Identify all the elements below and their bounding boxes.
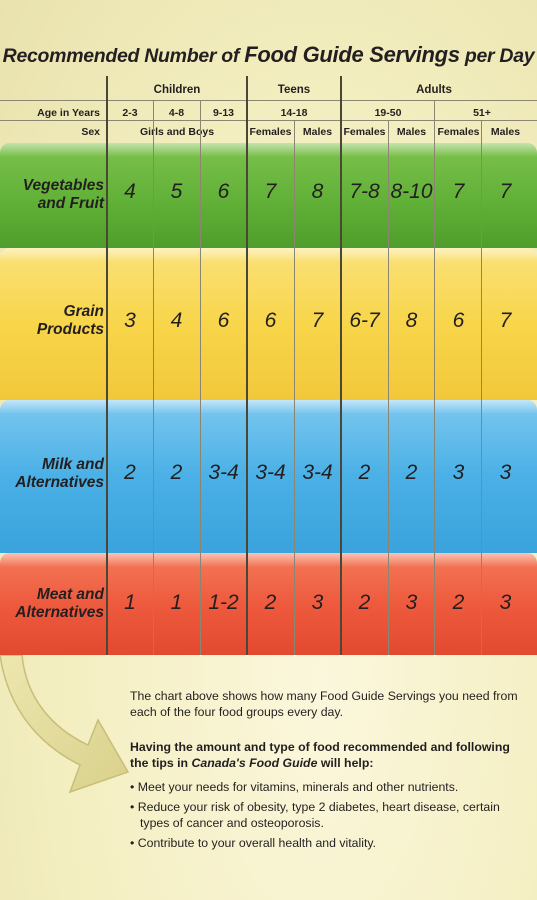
serving-value: 7-8 (349, 180, 380, 203)
group-teens: Teens (277, 84, 311, 96)
group-adults: Adults (416, 84, 452, 96)
serving-value: 1 (170, 591, 183, 614)
serving-value: 6 (217, 309, 230, 332)
serving-value: 6-7 (349, 309, 380, 332)
serving-value: 3 (452, 461, 465, 484)
sex-adult-males-19-50: Males (396, 126, 427, 138)
age-9-13: 9-13 (212, 107, 234, 119)
benefits-list: • Meet your needs for vitamins, minerals… (130, 779, 530, 855)
benefits-intro: Having the amount and type of food recom… (130, 740, 510, 770)
serving-value: 2 (358, 461, 371, 484)
column-divider (200, 100, 201, 655)
sex-adult-males-51: Males (490, 126, 521, 138)
serving-value: 7 (499, 309, 512, 332)
food-guide-title: Canada's Food Guide (191, 756, 318, 770)
serving-value: 2 (264, 591, 277, 614)
serving-value: 5 (170, 180, 183, 203)
curved-arrow-icon (0, 654, 130, 794)
serving-value: 3 (311, 591, 324, 614)
band-vegetables-fruit (0, 143, 537, 248)
row-label-meat-alternatives: Meat and Alternatives (15, 586, 104, 621)
serving-value: 1-2 (208, 591, 239, 614)
serving-value: 3 (499, 461, 512, 484)
serving-value: 2 (358, 591, 371, 614)
column-divider (481, 120, 482, 655)
column-divider (340, 76, 342, 655)
header-divider (0, 100, 537, 101)
serving-value: 6 (264, 309, 277, 332)
serving-value: 8-10 (390, 180, 433, 203)
serving-value: 7 (311, 309, 324, 332)
header-divider (0, 120, 537, 121)
group-children: Children (153, 84, 201, 96)
row-label-grain-products: Grain Products (36, 303, 104, 338)
page-title: Recommended Number of Food Guide Serving… (2, 42, 535, 67)
band-milk-alternatives (0, 400, 537, 553)
serving-value: 3 (405, 591, 418, 614)
serving-value: 3-4 (255, 461, 286, 484)
serving-value: 4 (170, 309, 183, 332)
column-divider (294, 120, 295, 655)
serving-value: 4 (124, 180, 136, 203)
sex-adult-females-19-50: Females (343, 126, 386, 138)
row-label-vegetables-fruit: Vegetables and Fruit (22, 177, 104, 212)
list-item: • Reduce your risk of obesity, type 2 di… (130, 800, 500, 830)
age-2-3: 2-3 (122, 107, 138, 119)
serving-value: 2 (405, 461, 418, 484)
list-item: • Meet your needs for vitamins, minerals… (130, 780, 459, 794)
age-label: Age in Years (37, 107, 100, 119)
serving-value: 2 (124, 461, 136, 484)
serving-value: 6 (452, 309, 465, 332)
serving-value: 1 (124, 591, 136, 614)
column-divider (106, 76, 108, 655)
column-divider (153, 100, 154, 655)
band-grain-products (0, 248, 537, 400)
serving-value: 7 (452, 180, 465, 203)
intro-paragraph: The chart above shows how many Food Guid… (130, 689, 518, 719)
serving-value: 3-4 (208, 461, 239, 484)
sex-adult-females-51: Females (437, 126, 480, 138)
row-label-milk-alternatives: Milk and Alternatives (15, 456, 104, 491)
serving-value: 3-4 (302, 461, 333, 484)
sex-girls-and-boys: Girls and Boys (139, 126, 215, 138)
age-19-50: 19-50 (374, 107, 402, 119)
age-14-18: 14-18 (280, 107, 308, 119)
serving-value: 3 (124, 309, 136, 332)
age-4-8: 4-8 (168, 107, 185, 119)
serving-value: 2 (452, 591, 465, 614)
sex-teen-males: Males (302, 126, 333, 138)
column-divider (388, 120, 389, 655)
serving-value: 2 (170, 461, 183, 484)
list-item: • Contribute to your overall health and … (130, 836, 377, 850)
sex-label: Sex (81, 126, 100, 138)
column-divider (434, 100, 435, 655)
sex-teen-females: Females (249, 126, 292, 138)
serving-value: 8 (405, 309, 418, 332)
serving-value: 8 (311, 180, 324, 203)
serving-value: 6 (217, 180, 230, 203)
serving-value: 7 (264, 180, 277, 203)
age-51-plus: 51+ (473, 107, 491, 119)
serving-value: 7 (499, 180, 512, 203)
band-meat-alternatives (0, 553, 537, 655)
serving-value: 3 (499, 591, 512, 614)
column-divider (246, 76, 248, 655)
